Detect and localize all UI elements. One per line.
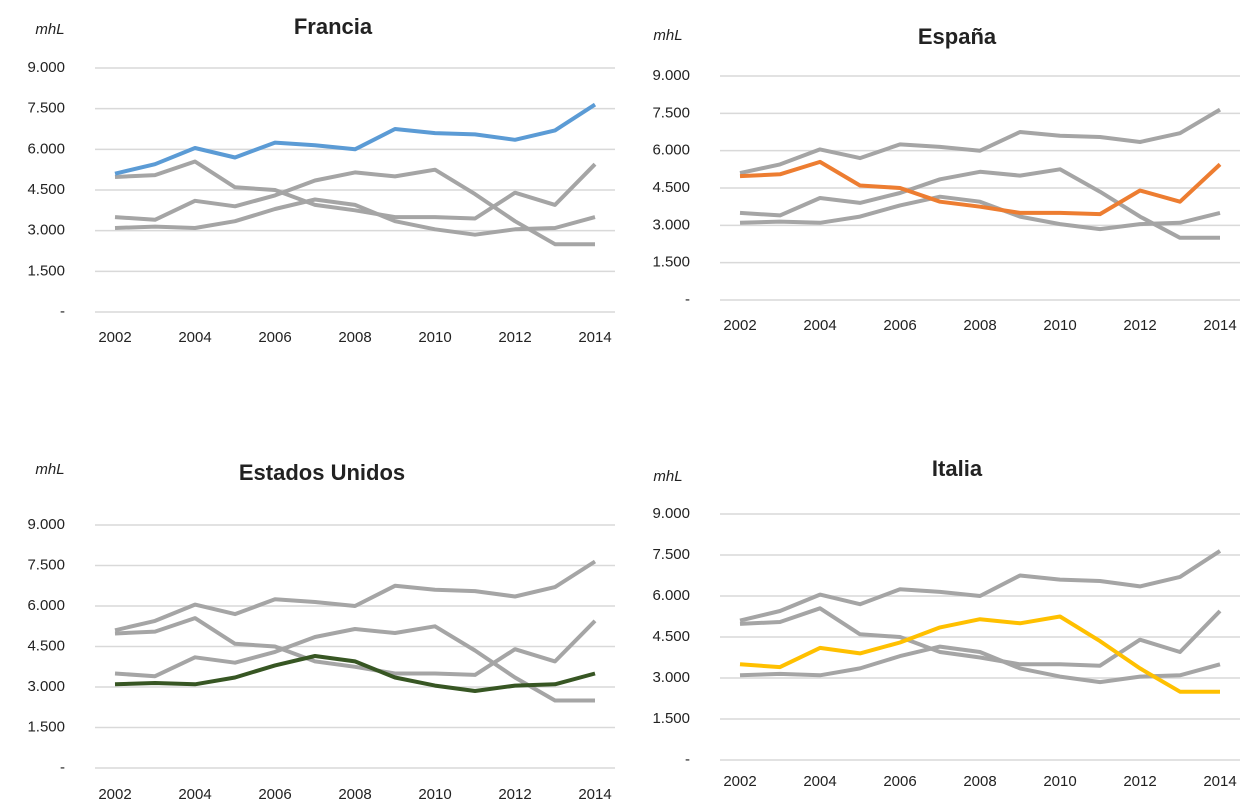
y-axis-label: mhL xyxy=(653,27,682,44)
chart-title: Estados Unidos xyxy=(239,460,405,485)
y-tick-label: 1.500 xyxy=(652,254,690,271)
y-tick-label: 3.000 xyxy=(27,678,65,695)
y-tick-label: 6.000 xyxy=(27,597,65,614)
x-tick-label: 2008 xyxy=(338,786,371,800)
x-tick-label: 2010 xyxy=(418,329,451,346)
y-tick-label: 9.000 xyxy=(27,516,65,533)
series-line xyxy=(739,644,1221,685)
y-tick-label: 7.500 xyxy=(652,546,690,563)
x-tick-label: 2004 xyxy=(803,773,836,790)
x-tick-label: 2010 xyxy=(418,786,451,800)
series-line xyxy=(114,167,595,247)
y-tick-label: 3.000 xyxy=(652,669,690,686)
x-tick-label: 2012 xyxy=(1123,317,1156,334)
panel: España mhL - 1.500 3.000 4.500 6.000 7.500 9.000… xyxy=(652,24,1240,334)
series-line xyxy=(114,624,595,703)
y-tick-label: 7.500 xyxy=(27,100,65,117)
y-axis-label: mhL xyxy=(653,468,682,485)
panel: Francia mhL - 1.500 3.000 4.500 6.000 7.500 9.00… xyxy=(27,14,615,346)
x-tick-label: 2002 xyxy=(98,329,131,346)
y-axis-label: mhL xyxy=(35,461,64,478)
y-tick-label: 9.000 xyxy=(652,67,690,84)
x-tick-label: 2012 xyxy=(498,786,531,800)
y-tick-label: 6.000 xyxy=(652,587,690,604)
x-tick-label: 2012 xyxy=(498,329,531,346)
series-line xyxy=(114,102,597,176)
x-tick-label: 2014 xyxy=(578,329,611,346)
chart-title: Italia xyxy=(932,456,983,481)
x-tick-label: 2004 xyxy=(803,317,836,334)
y-tick-label: 7.500 xyxy=(652,104,690,121)
series-line xyxy=(114,559,597,633)
x-tick-label: 2006 xyxy=(258,329,291,346)
y-tick-label: 1.500 xyxy=(652,710,690,727)
x-tick-label: 2012 xyxy=(1123,773,1156,790)
series-line xyxy=(114,654,596,693)
series-line xyxy=(114,616,597,677)
y-tick-label: 4.500 xyxy=(27,181,65,198)
y-tick-label: 1.500 xyxy=(27,718,65,735)
y-tick-label: 4.500 xyxy=(27,637,65,654)
series-line xyxy=(739,167,1220,240)
series-line xyxy=(739,107,1222,176)
y-tick-label: - xyxy=(60,759,65,776)
y-tick-label: 6.000 xyxy=(27,140,65,157)
y-tick-label: 4.500 xyxy=(652,179,690,196)
y-tick-label: 9.000 xyxy=(27,59,65,76)
series-line xyxy=(739,159,1222,217)
y-tick-label: 7.500 xyxy=(27,556,65,573)
y-tick-label: 6.000 xyxy=(652,142,690,159)
x-tick-label: 2004 xyxy=(178,786,211,800)
series-line xyxy=(739,614,1220,694)
series-line xyxy=(739,549,1222,623)
x-tick-label: 2008 xyxy=(338,329,371,346)
x-tick-label: 2006 xyxy=(883,773,916,790)
y-tick-label: 1.500 xyxy=(27,262,65,279)
panel: Italia mhL - 1.500 3.000 4.500 6.000 7.500 9.000… xyxy=(652,456,1240,790)
panel: Estados Unidos mhL - 1.500 3.000 4.500 6.000 7.… xyxy=(27,460,615,800)
y-tick-label: 3.000 xyxy=(27,222,65,239)
x-tick-label: 2008 xyxy=(963,317,996,334)
y-tick-label: 3.000 xyxy=(652,216,690,233)
series-line xyxy=(739,194,1221,232)
x-tick-label: 2002 xyxy=(723,773,756,790)
x-tick-label: 2014 xyxy=(578,786,611,800)
x-tick-label: 2014 xyxy=(1203,773,1236,790)
y-tick-label: - xyxy=(685,291,690,308)
x-tick-label: 2010 xyxy=(1043,317,1076,334)
y-tick-label: 4.500 xyxy=(652,628,690,645)
series-line xyxy=(739,606,1222,668)
x-tick-label: 2006 xyxy=(883,317,916,334)
chart-title: Francia xyxy=(294,14,373,39)
x-tick-label: 2010 xyxy=(1043,773,1076,790)
x-tick-label: 2006 xyxy=(258,786,291,800)
x-tick-label: 2002 xyxy=(723,317,756,334)
chart-title: España xyxy=(918,24,997,49)
x-tick-label: 2002 xyxy=(98,786,131,800)
y-tick-label: - xyxy=(685,751,690,768)
y-tick-label: 9.000 xyxy=(652,505,690,522)
x-tick-label: 2004 xyxy=(178,329,211,346)
series-line xyxy=(114,159,597,221)
x-tick-label: 2014 xyxy=(1203,317,1236,334)
y-tick-label: - xyxy=(60,303,65,320)
y-axis-label: mhL xyxy=(35,21,64,38)
series-line xyxy=(114,197,596,237)
x-tick-label: 2008 xyxy=(963,773,996,790)
